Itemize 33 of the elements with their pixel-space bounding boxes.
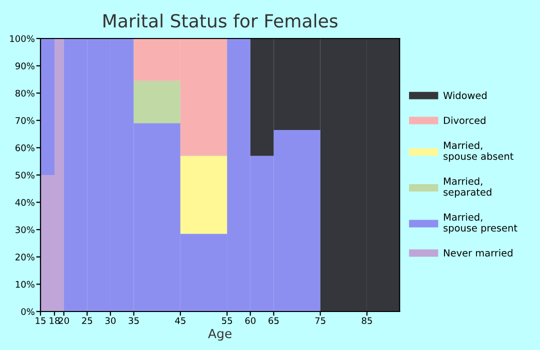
legend-label: Divorced [444, 116, 486, 124]
y-tick-label: 90% [15, 62, 34, 70]
x-tick-label: 65 [268, 317, 279, 324]
legend-label: Never married [444, 249, 512, 257]
y-tick-label: 0% [21, 308, 34, 316]
chart-title: Marital Status for Females [104, 14, 338, 28]
x-tick-label: 75 [315, 317, 326, 324]
x-tick-label: 35 [128, 317, 139, 324]
y-tick-label: 30% [16, 226, 34, 234]
legend-label: Married, spouse absent [444, 141, 514, 162]
y-tick-label: 70% [16, 117, 34, 124]
y-tick-label: 10% [16, 280, 34, 288]
bar [180, 156, 228, 234]
x-tick-label: 60 [245, 317, 256, 324]
legend-label: Married, spouse present [444, 213, 518, 234]
x-tick-label: 18 [50, 317, 60, 324]
x-tick-label: 45 [175, 317, 186, 324]
x-tick-label: 85 [362, 317, 372, 324]
x-tick-label: 30 [105, 317, 116, 324]
y-tick-label: 80% [15, 90, 34, 97]
x-axis-title: Age [208, 328, 232, 341]
y-tick-label: 20% [16, 254, 34, 260]
x-tick-label: 55 [222, 317, 232, 324]
bar [134, 80, 180, 124]
x-tick-label: 15 [36, 317, 46, 324]
y-tick-label: 100% [10, 35, 34, 42]
legend-label: Married, separated [444, 177, 492, 198]
x-tick-label: 25 [82, 317, 92, 324]
y-tick-label: 50% [16, 172, 34, 179]
y-tick-label: 60% [16, 144, 34, 152]
legend-label: Widowed [443, 92, 486, 100]
y-tick-label: 40% [15, 199, 34, 206]
x-tick-label: 20 [58, 317, 69, 324]
